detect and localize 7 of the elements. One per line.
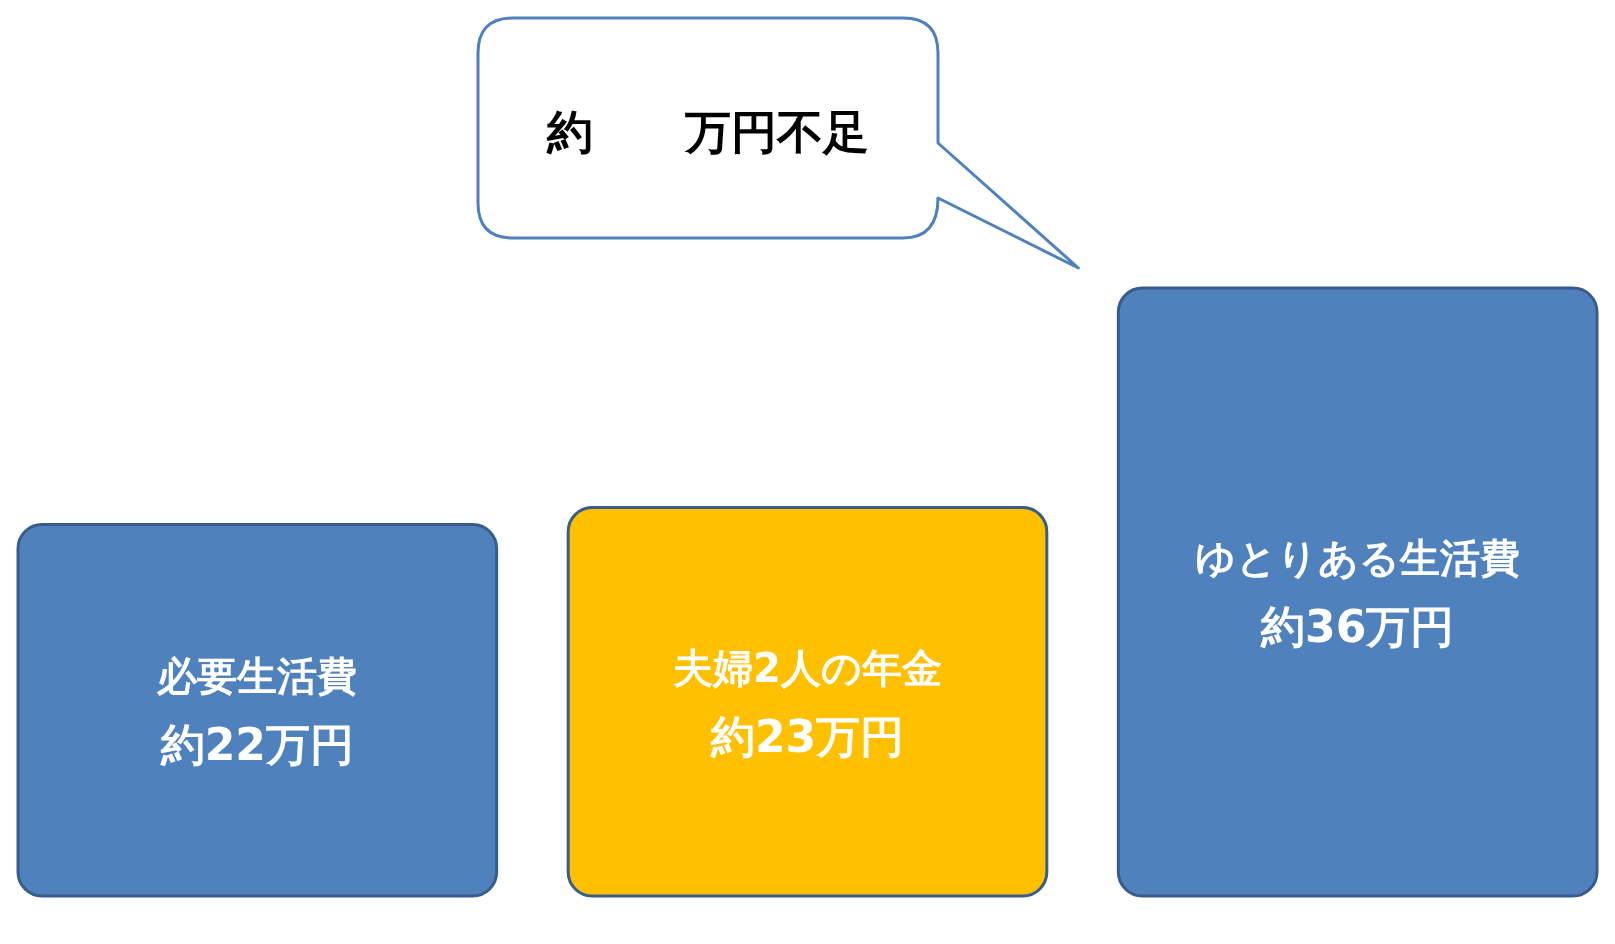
data-label: 約22万円: [159, 719, 354, 771]
data-label: 約23万円: [709, 710, 905, 762]
text: 約 万円不足: [546, 105, 869, 159]
data-label: 約36万円: [1260, 601, 1455, 652]
x-tick-label: ゆとりある生活費: [1195, 535, 1521, 581]
x-tick-label: 必要生活費: [156, 653, 358, 700]
x-tick-label: 夫婦2人の年金: [672, 644, 942, 691]
